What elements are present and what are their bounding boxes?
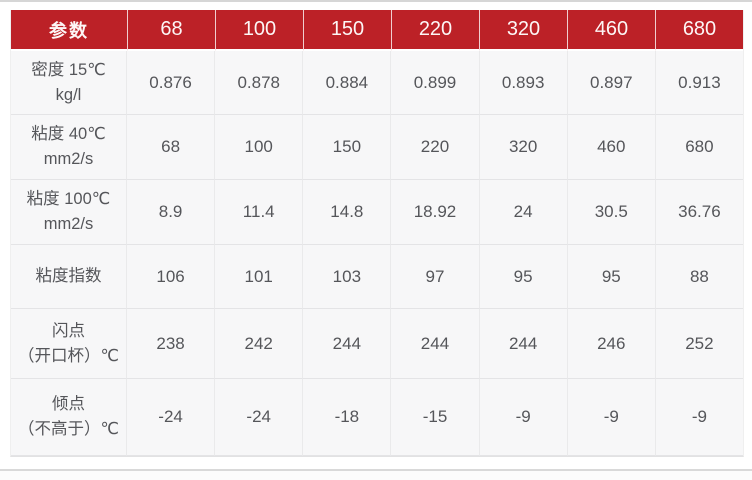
value-cell: 106 (127, 245, 216, 309)
value-cell: 97 (391, 245, 480, 309)
row-label: 粘度 40℃ mm2/s (11, 115, 127, 180)
value-cell: 238 (127, 309, 216, 379)
header-cell-grade: 680 (655, 10, 743, 51)
header-cell-grade: 460 (567, 10, 655, 51)
value-cell: 68 (127, 115, 216, 180)
value-cell: 0.893 (479, 51, 568, 115)
table-row-density: 密度 15℃ kg/l 0.876 0.878 0.884 0.899 0.89… (11, 51, 743, 115)
oil-spec-table: 参数 68 100 150 220 320 460 680 密度 15℃ kg/… (10, 10, 744, 457)
value-cell: 244 (303, 309, 392, 379)
header-cell-grade: 68 (127, 10, 215, 51)
value-cell: -24 (127, 379, 216, 456)
header-cell-param: 参数 (11, 10, 127, 51)
value-cell: 100 (215, 115, 304, 180)
table-row-viscosity-40: 粘度 40℃ mm2/s 68 100 150 220 320 460 680 (11, 115, 743, 180)
value-cell: 242 (215, 309, 304, 379)
row-label: 粘度 100℃ mm2/s (11, 180, 127, 245)
value-cell: 0.876 (127, 51, 216, 115)
value-cell: 11.4 (215, 180, 304, 245)
table-row-pour-point: 倾点 （不高于）℃ -24 -24 -18 -15 -9 -9 -9 (11, 379, 743, 456)
value-cell: -9 (479, 379, 568, 456)
value-cell: 220 (391, 115, 480, 180)
table-row-viscosity-100: 粘度 100℃ mm2/s 8.9 11.4 14.8 18.92 24 30.… (11, 180, 743, 245)
value-cell: 252 (655, 309, 743, 379)
table-row-flash-point: 闪点 （开口杯）℃ 238 242 244 244 244 246 252 (11, 309, 743, 379)
row-label-line: mm2/s (43, 150, 94, 168)
header-cell-grade: 320 (479, 10, 567, 51)
table-header-row: 参数 68 100 150 220 320 460 680 (11, 10, 743, 51)
row-label-line: （开口杯）℃ (17, 346, 120, 365)
value-cell: -18 (303, 379, 392, 456)
value-cell: 101 (215, 245, 304, 309)
value-cell: 95 (479, 245, 568, 309)
value-cell: 30.5 (567, 180, 656, 245)
row-label-line: 粘度 40℃ (31, 125, 106, 143)
value-cell: -24 (215, 379, 304, 456)
value-cell: 150 (303, 115, 392, 180)
top-divider-line (0, 0, 752, 2)
value-cell: 244 (479, 309, 568, 379)
row-label-line: 粘度 100℃ (26, 190, 111, 208)
value-cell: -15 (391, 379, 480, 456)
value-cell: 320 (479, 115, 568, 180)
value-cell: 0.913 (655, 51, 743, 115)
header-cell-grade: 220 (391, 10, 479, 51)
value-cell: 244 (391, 309, 480, 379)
row-label-line: kg/l (55, 85, 82, 104)
value-cell: 18.92 (391, 180, 480, 245)
row-label: 闪点 （开口杯）℃ (11, 309, 127, 379)
header-cell-grade: 150 (303, 10, 391, 51)
row-label: 密度 15℃ kg/l (11, 51, 127, 115)
value-cell: 0.899 (391, 51, 480, 115)
bottom-strip (0, 471, 752, 480)
value-cell: 680 (655, 115, 743, 180)
row-label: 倾点 （不高于）℃ (11, 379, 127, 456)
row-label-line: （不高于）℃ (17, 420, 120, 438)
value-cell: 88 (655, 245, 743, 309)
value-cell: 460 (567, 115, 656, 180)
bottom-divider-line (0, 469, 752, 471)
value-cell: 0.884 (303, 51, 392, 115)
value-cell: -9 (655, 379, 743, 456)
value-cell: 14.8 (303, 180, 392, 245)
row-label-line: 闪点 (52, 321, 85, 340)
value-cell: 36.76 (655, 180, 743, 245)
value-cell: 103 (303, 245, 392, 309)
value-cell: -9 (567, 379, 656, 456)
value-cell: 24 (479, 180, 568, 245)
value-cell: 246 (567, 309, 656, 379)
table-row-viscosity-index: 粘度指数 106 101 103 97 95 95 88 (11, 245, 743, 309)
row-label: 粘度指数 (11, 245, 127, 309)
value-cell: 8.9 (127, 180, 216, 245)
row-label-line: 密度 15℃ (31, 60, 106, 79)
value-cell: 95 (567, 245, 656, 309)
row-label-line: mm2/s (43, 215, 94, 233)
value-cell: 0.878 (215, 51, 304, 115)
header-cell-grade: 100 (215, 10, 303, 51)
row-label-line: 倾点 (52, 395, 85, 413)
value-cell: 0.897 (567, 51, 656, 115)
row-label-line: 粘度指数 (35, 267, 102, 285)
